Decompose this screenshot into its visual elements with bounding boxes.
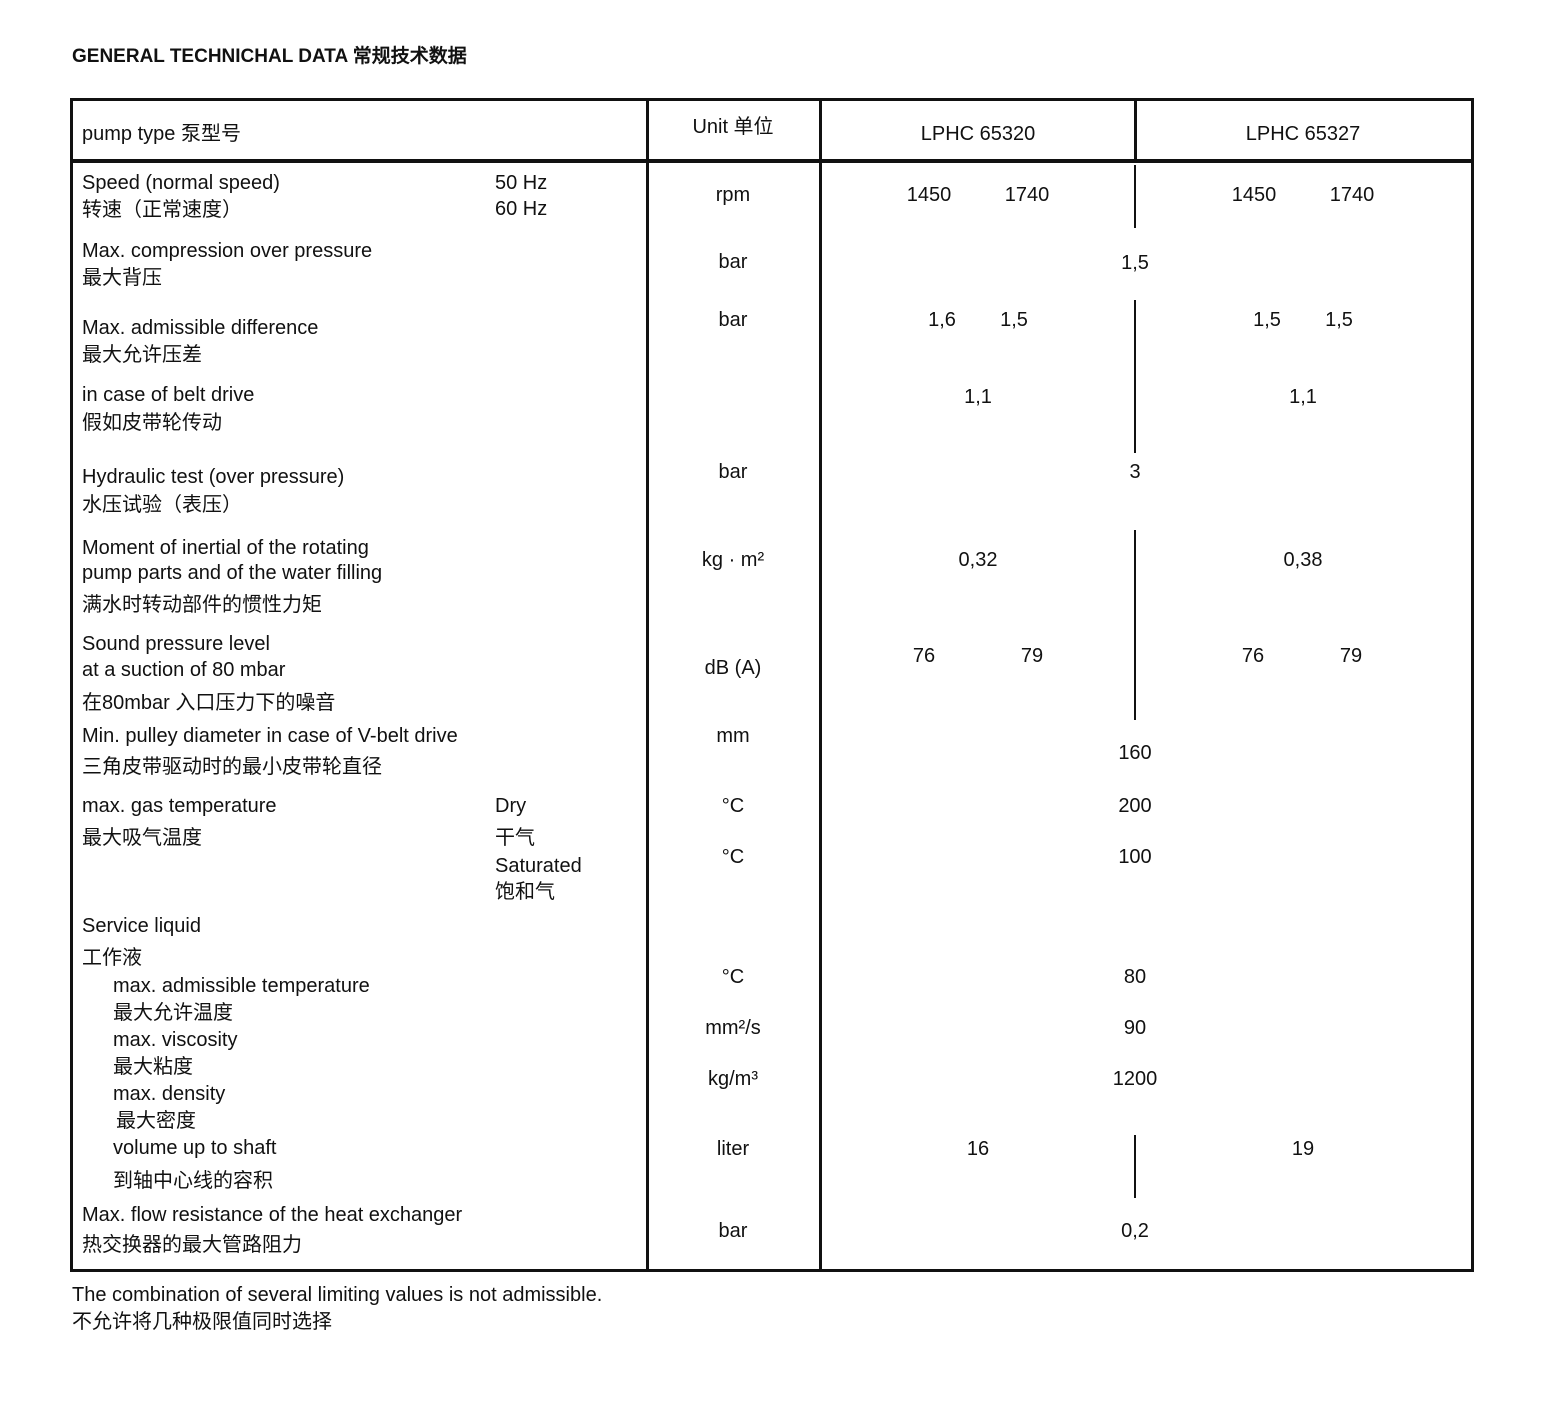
column-divider — [1134, 98, 1137, 162]
row-label: Min. pulley diameter in case of V-belt d… — [82, 725, 458, 747]
value-cell: 160 — [1118, 742, 1152, 764]
sub-label: 50 Hz — [495, 172, 548, 194]
row-label: Hydraulic test (over pressure) — [82, 466, 345, 488]
row-label-zh: 最大允许温度 — [113, 1002, 233, 1024]
row-label: max. admissible temperature — [113, 975, 370, 997]
header-pump-type: pump type 泵型号 — [82, 123, 241, 145]
footer-note: The combination of several limiting valu… — [72, 1284, 603, 1306]
value-cell: 200 — [1118, 795, 1152, 817]
column-divider — [646, 98, 649, 1270]
value-cell: 90 — [1123, 1017, 1147, 1039]
footer-note-zh: 不允许将几种极限值同时选择 — [72, 1311, 332, 1333]
value-cell: 16 — [966, 1138, 990, 1160]
row-label-zh: 最大密度 — [116, 1110, 196, 1132]
row-label-zh: 在80mbar 入口压力下的噪音 — [82, 692, 336, 714]
value-cell: 79 — [1020, 645, 1044, 667]
unit-cell: liter — [716, 1138, 750, 1160]
unit-cell: kg · m² — [701, 549, 765, 571]
value-cell: 1,1 — [1289, 386, 1317, 408]
row-label-zh: 最大允许压差 — [82, 344, 202, 366]
row-label: max. density — [113, 1083, 226, 1105]
unit-cell: bar — [718, 251, 748, 273]
row-label: Max. flow resistance of the heat exchang… — [82, 1204, 463, 1226]
column-divider — [819, 98, 822, 1270]
row-label-zh: 满水时转动部件的惯性力矩 — [82, 594, 322, 616]
row-label-zh: 假如皮带轮传动 — [82, 412, 222, 434]
unit-cell: bar — [718, 1220, 748, 1242]
sub-label: Dry — [495, 795, 527, 817]
value-cell: 1450 — [1231, 184, 1277, 206]
value-cell: 76 — [1241, 645, 1265, 667]
header-divider — [70, 159, 1474, 163]
unit-cell: mm — [716, 725, 750, 747]
unit-cell: dB (A) — [704, 657, 762, 679]
unit-cell: bar — [718, 461, 748, 483]
row-label-zh: 最大背压 — [82, 267, 162, 289]
row-label: max. gas temperature — [82, 795, 277, 817]
value-cell: 1,5 — [1121, 252, 1149, 274]
unit-cell: mm²/s — [705, 1017, 761, 1039]
value-cell: 0,32 — [958, 549, 998, 571]
row-label: Speed (normal speed) — [82, 172, 280, 194]
sub-label: 60 Hz — [495, 198, 548, 220]
row-label: Max. compression over pressure — [82, 240, 373, 262]
row-label-zh: 水压试验（表压） — [82, 494, 242, 516]
value-cell: 80 — [1123, 966, 1147, 988]
row-label: in case of belt drive — [82, 384, 255, 406]
model-divider — [1134, 530, 1136, 720]
row-label: Service liquid — [82, 915, 201, 937]
row-label: Moment of inertial of the rotating — [82, 537, 369, 559]
header-unit: Unit 单位 — [692, 116, 774, 138]
sub-label: 干气 — [495, 827, 535, 849]
row-label-zh: 三角皮带驱动时的最小皮带轮直径 — [82, 756, 382, 778]
row-label: volume up to shaft — [113, 1137, 277, 1159]
model-divider — [1134, 165, 1136, 228]
value-cell: 1,6 — [928, 309, 956, 331]
value-cell: 19 — [1291, 1138, 1315, 1160]
value-cell: 1450 — [906, 184, 952, 206]
row-label-zh: 工作液 — [82, 947, 142, 969]
value-cell: 79 — [1339, 645, 1363, 667]
unit-cell: °C — [721, 795, 745, 817]
unit-cell: kg/m³ — [708, 1068, 758, 1090]
unit-cell: °C — [721, 846, 745, 868]
table-border — [70, 98, 1474, 1272]
row-label: Sound pressure level — [82, 633, 270, 655]
value-cell: 0,38 — [1283, 549, 1323, 571]
value-cell: 1,1 — [964, 386, 992, 408]
header-model-b: LPHC 65327 — [1245, 123, 1361, 145]
value-cell: 1,5 — [1000, 309, 1028, 331]
row-label-zh: 到轴中心线的容积 — [113, 1170, 273, 1192]
row-label-zh: 最大吸气温度 — [82, 827, 202, 849]
model-divider — [1134, 300, 1136, 453]
value-cell: 1740 — [1329, 184, 1375, 206]
value-cell: 0,2 — [1121, 1220, 1149, 1242]
value-cell: 1740 — [1004, 184, 1050, 206]
row-label: at a suction of 80 mbar — [82, 659, 286, 681]
value-cell: 1,5 — [1253, 309, 1281, 331]
sub-label: 饱和气 — [495, 881, 555, 903]
unit-cell: bar — [718, 309, 748, 331]
value-cell: 100 — [1118, 846, 1152, 868]
row-label-zh: 热交换器的最大管路阻力 — [82, 1234, 302, 1256]
value-cell: 1,5 — [1325, 309, 1353, 331]
row-label: pump parts and of the water filling — [82, 562, 383, 584]
value-cell: 3 — [1129, 461, 1141, 483]
unit-cell: °C — [721, 966, 745, 988]
row-label: max. viscosity — [113, 1029, 238, 1051]
unit-cell: rpm — [715, 184, 751, 206]
sub-label: Saturated — [495, 855, 582, 877]
model-divider — [1134, 1135, 1136, 1198]
header-model-a: LPHC 65320 — [920, 123, 1036, 145]
document-title: GENERAL TECHNICHAL DATA 常规技术数据 — [72, 46, 467, 67]
value-cell: 1200 — [1112, 1068, 1158, 1090]
row-label-zh: 最大粘度 — [113, 1056, 193, 1078]
row-label: Max. admissible difference — [82, 317, 319, 339]
value-cell: 76 — [912, 645, 936, 667]
row-label-zh: 转速（正常速度） — [82, 199, 242, 221]
